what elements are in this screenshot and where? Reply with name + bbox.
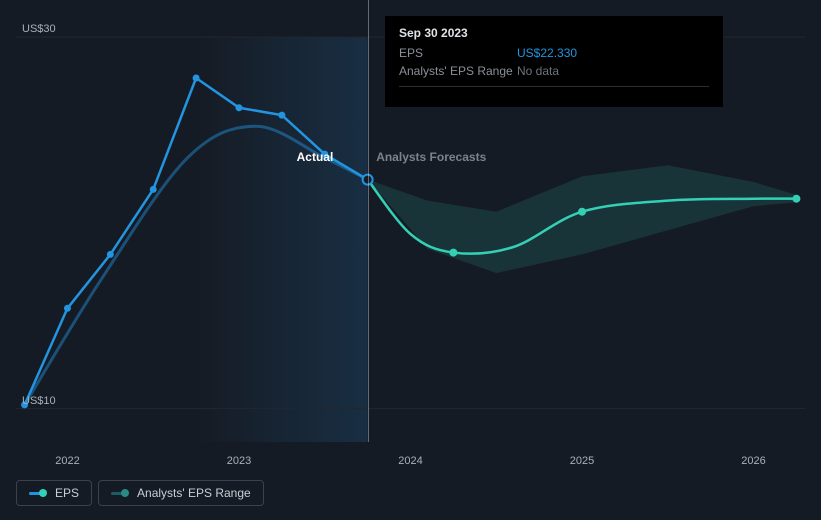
region-label-forecast: Analysts Forecasts: [376, 150, 486, 164]
x-axis-label: 2024: [398, 455, 422, 467]
tooltip-value-range: No data: [517, 64, 559, 78]
tooltip-key: Analysts' EPS Range: [399, 64, 517, 78]
x-axis-label: 2022: [55, 455, 79, 467]
tooltip-row-eps: EPS US$22.330: [399, 46, 709, 60]
legend-label: Analysts' EPS Range: [137, 486, 251, 500]
legend-swatch-icon: [111, 489, 129, 497]
tooltip-key: EPS: [399, 46, 517, 60]
y-axis-label: US$30: [22, 23, 56, 35]
legend-item-eps[interactable]: EPS: [16, 480, 92, 506]
tooltip-row-range: Analysts' EPS Range No data: [399, 64, 709, 78]
y-axis-label: US$10: [22, 395, 56, 407]
legend-label: EPS: [55, 486, 79, 500]
legend-item-range[interactable]: Analysts' EPS Range: [98, 480, 264, 506]
chart-legend: EPS Analysts' EPS Range: [16, 480, 264, 506]
x-axis-label: 2023: [227, 455, 251, 467]
chart-tooltip: Sep 30 2023 EPS US$22.330 Analysts' EPS …: [385, 16, 723, 107]
region-label-actual: Actual: [297, 150, 334, 164]
hover-vline: [368, 0, 369, 442]
tooltip-value-eps: US$22.330: [517, 46, 577, 60]
tooltip-date: Sep 30 2023: [399, 26, 709, 40]
x-axis-label: 2025: [570, 455, 594, 467]
x-axis-label: 2026: [741, 455, 765, 467]
legend-swatch-icon: [29, 489, 47, 497]
tooltip-divider: [399, 86, 709, 87]
